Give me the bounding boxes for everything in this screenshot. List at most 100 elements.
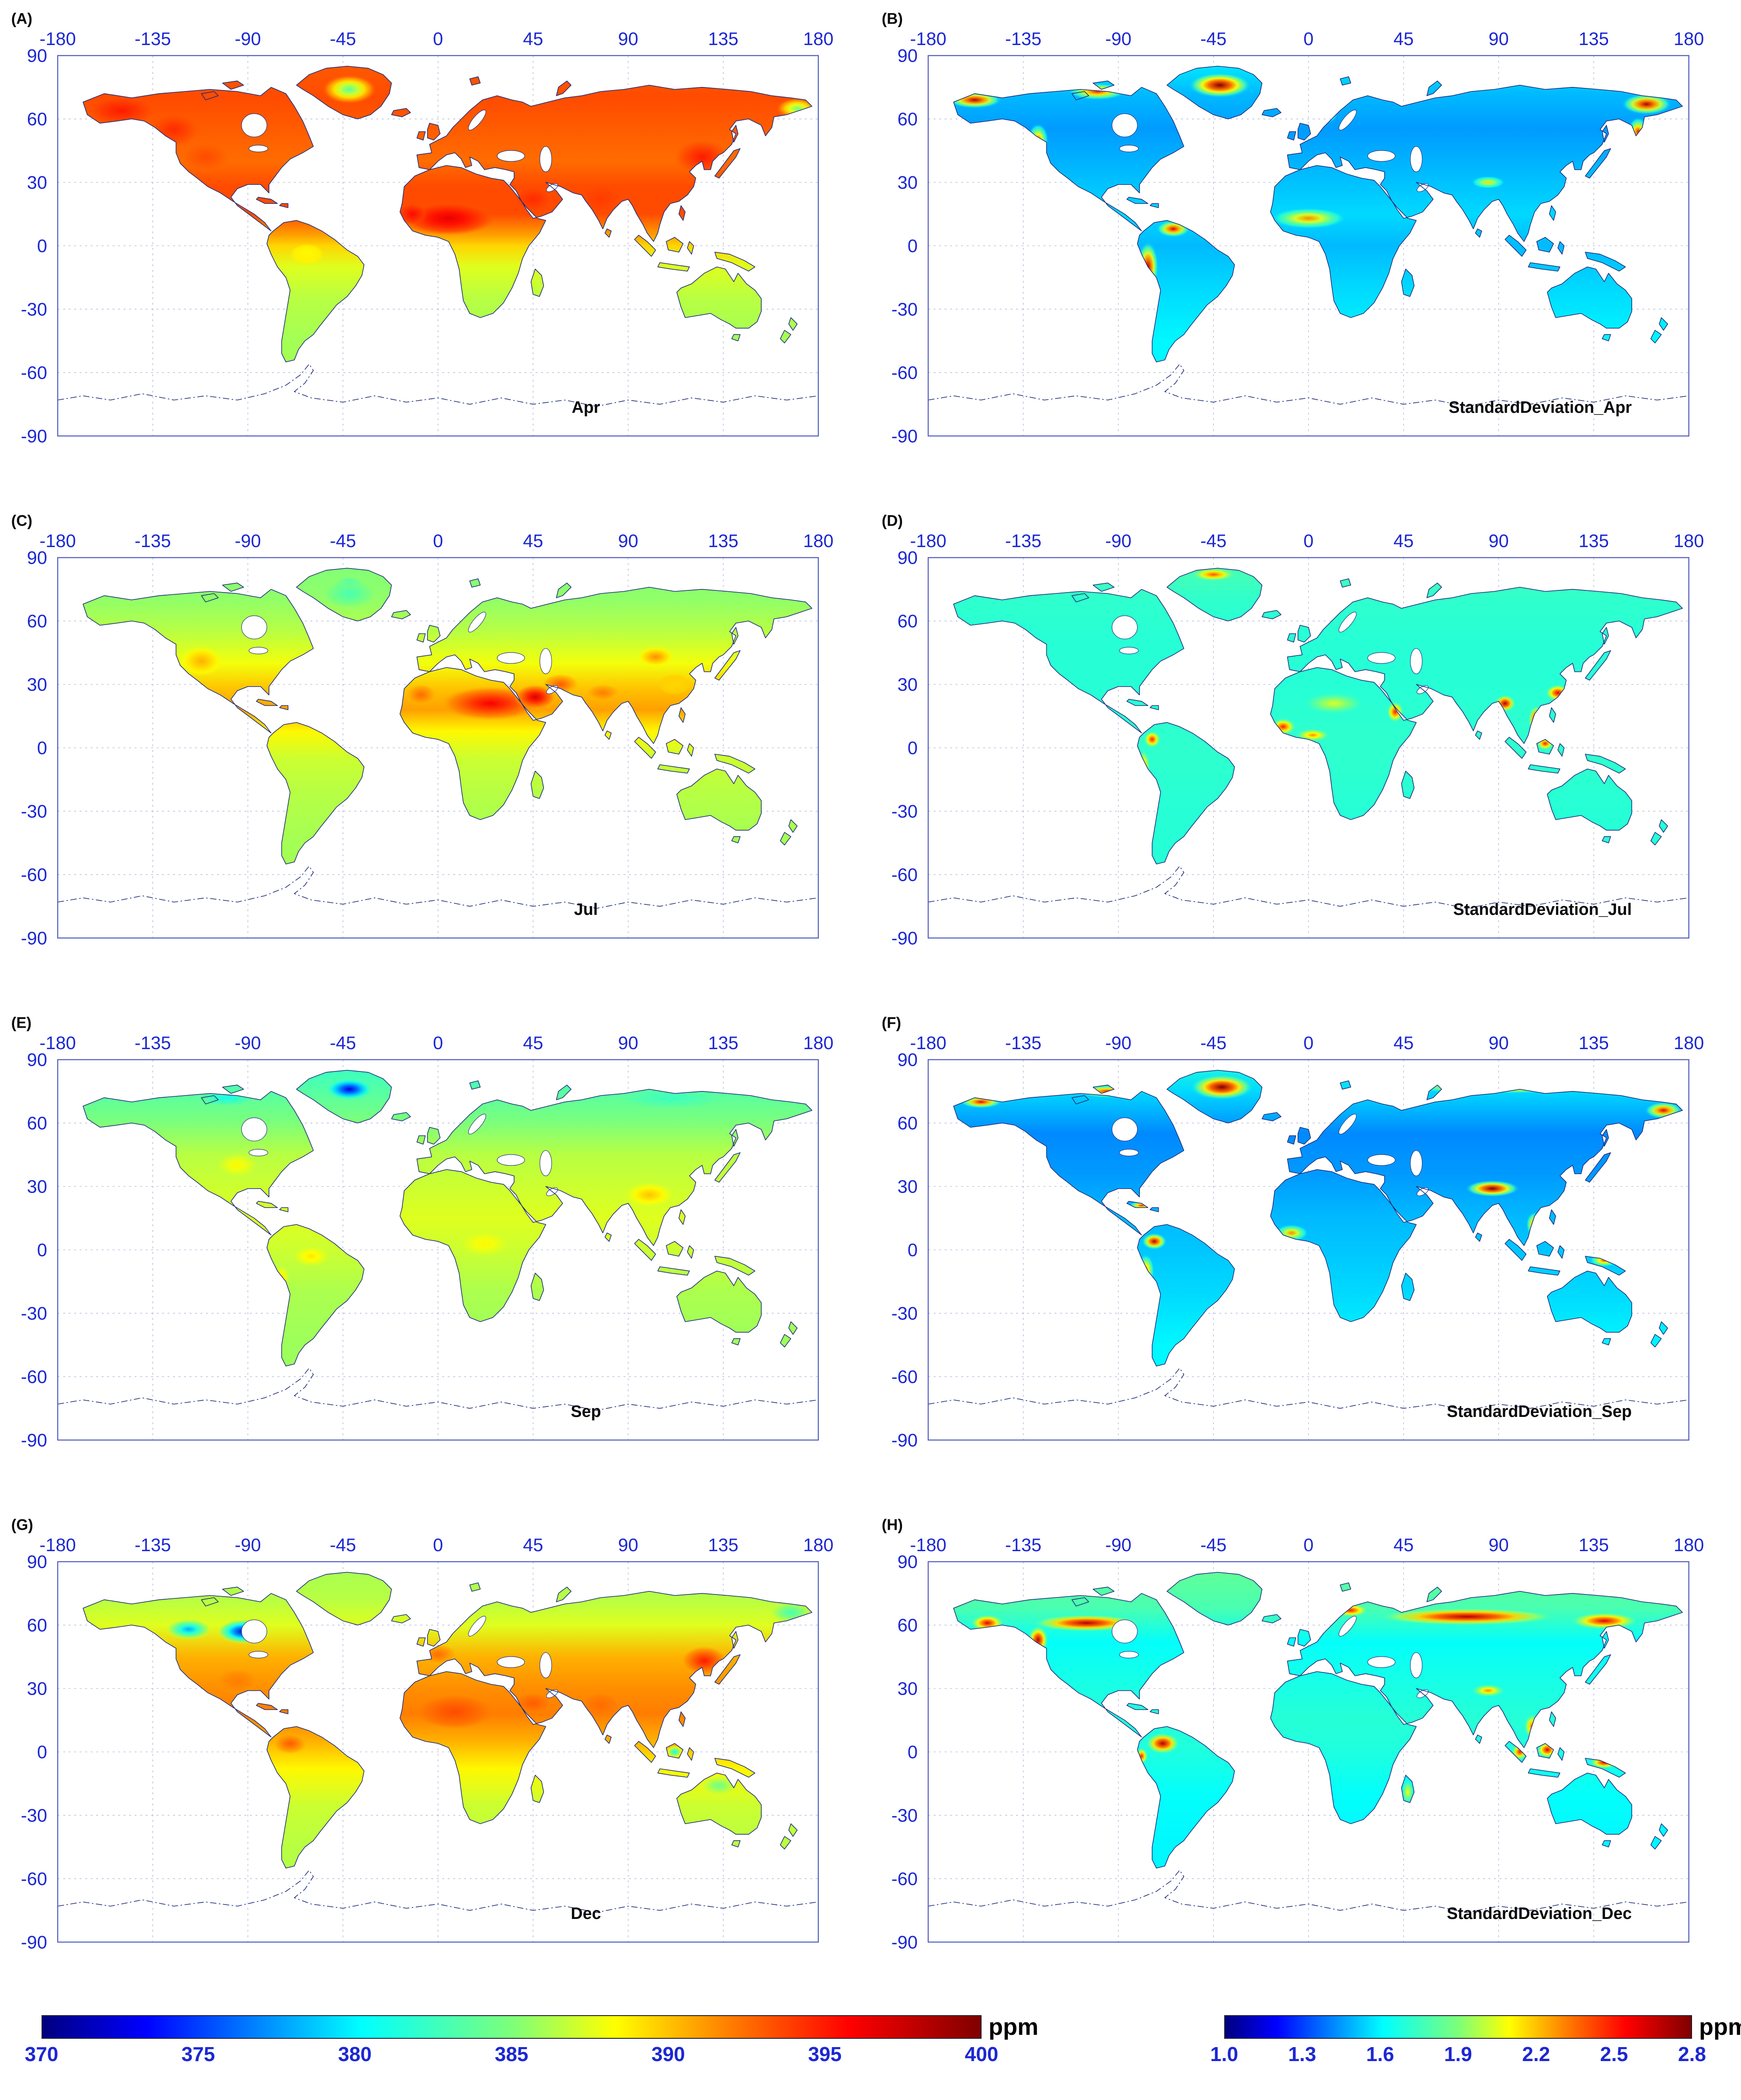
hotspot-colombia — [1142, 1233, 1167, 1250]
hotspot-west-sahara — [406, 684, 436, 706]
inland-sea — [1367, 652, 1396, 664]
y-tick-label: -90 — [891, 928, 918, 948]
x-axis-tick-labels: -180 -135 -90 -45 0 45 90 135 180 — [910, 1033, 1704, 1053]
colorbar-ticks-stddev: 1.0 1.3 1.6 1.9 2.2 2.5 2.8 — [1210, 2042, 1706, 2070]
inland-sea — [1410, 146, 1423, 172]
y-tick-label: -30 — [891, 299, 918, 319]
x-tick-label: -180 — [910, 530, 946, 551]
hotspot-peru-coast — [1137, 750, 1150, 784]
y-tick-label: -30 — [891, 1805, 918, 1825]
x-tick-label: 180 — [803, 28, 833, 49]
world-map-Dec: -180 -135 -90 -45 0 45 90 135 180 90 60 30 0 -30 -60 -9… — [11, 1517, 834, 1953]
colorbar-tick: 395 — [808, 2043, 842, 2065]
x-tick-label: -45 — [330, 1535, 356, 1555]
x-tick-label: -90 — [235, 530, 261, 551]
hotspot-greenland-low — [322, 74, 377, 105]
y-tick-label: -30 — [891, 801, 918, 821]
coastlines — [83, 568, 812, 865]
y-tick-label: 30 — [27, 1176, 47, 1197]
y-tick-label: 90 — [27, 1050, 47, 1070]
inland-sea — [1367, 1154, 1396, 1166]
y-axis-tick-labels: 90 60 30 0 -30 -60 -90 — [891, 45, 918, 447]
x-tick-label: -45 — [330, 530, 356, 551]
y-axis-tick-labels: 90 60 30 0 -30 -60 -90 — [21, 1552, 47, 1953]
panel-letter: (B) — [882, 11, 903, 28]
y-tick-label: -60 — [21, 362, 47, 383]
x-tick-label: 45 — [523, 530, 543, 551]
antarctica-coastline — [57, 1870, 818, 1913]
x-tick-label: -90 — [235, 1033, 261, 1053]
y-tick-label: 30 — [898, 674, 918, 695]
world-map-StandardDeviation_Sep: -180 -135 -90 -45 0 45 90 135 180 90 60 30 0 -30 -60 -9… — [882, 1015, 1704, 1451]
hotspot-peru-coast — [1137, 1254, 1155, 1288]
hotspot-east-siberia — [1570, 1612, 1638, 1629]
colorbar-gradient-concentration — [42, 2015, 982, 2039]
colorbar-tick: 370 — [24, 2043, 59, 2065]
panel-slot: -180 -135 -90 -45 0 45 90 135 180 90 60 30 0 -30 -60 -9… — [0, 1004, 870, 1506]
x-tick-label: -45 — [1200, 530, 1226, 551]
y-tick-label: 0 — [908, 1741, 918, 1762]
y-tick-label: 60 — [27, 109, 47, 129]
hotspot-gobi — [637, 646, 675, 668]
hotspot-sahara-interior — [1304, 693, 1364, 714]
y-tick-label: 30 — [898, 172, 918, 193]
colorbar-tick: 380 — [338, 2043, 372, 2065]
map-frame — [927, 557, 1689, 939]
x-tick-label: -90 — [235, 28, 261, 49]
world-map-StandardDeviation_Jul: -180 -135 -90 -45 0 45 90 135 180 90 60 30 0 -30 -60 -9… — [882, 513, 1704, 949]
hotspot-borneo-low — [666, 1745, 683, 1758]
y-axis-tick-labels: 90 60 30 0 -30 -60 -90 — [21, 45, 47, 447]
y-tick-label: 30 — [898, 1176, 918, 1197]
x-axis-tick-labels: -180 -135 -90 -45 0 45 90 135 180 — [910, 28, 1704, 49]
y-tick-label: 0 — [37, 1239, 47, 1260]
y-tick-label: 90 — [898, 548, 918, 568]
inland-sea — [241, 615, 267, 639]
inland-sea — [241, 113, 267, 137]
inland-sea — [540, 1652, 552, 1678]
x-tick-label: 0 — [1303, 1033, 1313, 1053]
hotspot-himalaya-band — [1465, 1180, 1520, 1197]
x-tick-label: 45 — [1393, 530, 1414, 551]
hotspot-alaska-arctic-coast — [953, 91, 1003, 108]
hotspot-greenland-rim — [322, 579, 377, 609]
hotspot-west-africa-coast — [398, 203, 428, 225]
land-fill — [953, 568, 1683, 864]
x-tick-label: 135 — [708, 530, 738, 551]
inland-sea — [248, 1149, 268, 1156]
x-tick-label: -135 — [1005, 1535, 1041, 1555]
map-frame — [927, 1059, 1689, 1441]
x-tick-label: -45 — [1200, 1535, 1226, 1555]
inland-sea — [497, 150, 525, 162]
colorbar-unit-label: ppm — [989, 2014, 1038, 2040]
y-tick-label: 0 — [908, 1239, 918, 1260]
x-tick-label: 90 — [618, 530, 638, 551]
colorbar-tick: 385 — [494, 2043, 529, 2065]
panel-slot: -180 -135 -90 -45 0 45 90 135 180 90 60 30 0 -30 -60 -9… — [0, 0, 870, 502]
y-tick-label: 60 — [898, 1113, 918, 1134]
y-axis-tick-labels: 90 60 30 0 -30 -60 -90 — [891, 1050, 918, 1451]
inland-sea — [468, 1615, 486, 1636]
x-tick-label: 0 — [433, 28, 443, 49]
y-tick-label: 0 — [908, 737, 918, 758]
map-frame — [57, 55, 819, 437]
x-tick-label: 0 — [433, 1535, 443, 1555]
x-tick-label: 0 — [433, 1033, 443, 1053]
x-tick-label: -135 — [135, 28, 171, 49]
colorbar-tick: 2.2 — [1522, 2043, 1550, 2065]
antarctica-coastline — [57, 363, 818, 407]
hotspot-amazon — [292, 1245, 331, 1267]
hotspot-arctic-canada-coast — [1067, 83, 1127, 100]
colorbar-tick: 1.3 — [1288, 2043, 1316, 2065]
inland-seas — [1111, 1113, 1429, 1196]
y-axis-tick-labels: 90 60 30 0 -30 -60 -90 — [21, 1050, 47, 1451]
colorbar-ticks-concentration: 370 375 380 385 390 395 400 — [25, 2042, 999, 2070]
panel-letter: (H) — [882, 1517, 903, 1534]
hotspot-southeast-asia-high — [624, 1182, 675, 1208]
world-map-Jul: -180 -135 -90 -45 0 45 90 135 180 90 60 30 0 -30 -60 -9… — [11, 513, 834, 949]
x-tick-label: -45 — [330, 28, 356, 49]
map-title: Jul — [574, 900, 598, 918]
x-axis-tick-labels: -180 -135 -90 -45 0 45 90 135 180 — [39, 28, 833, 49]
hotspot-south-china-coast — [1545, 684, 1571, 701]
y-tick-label: 0 — [37, 1741, 47, 1762]
